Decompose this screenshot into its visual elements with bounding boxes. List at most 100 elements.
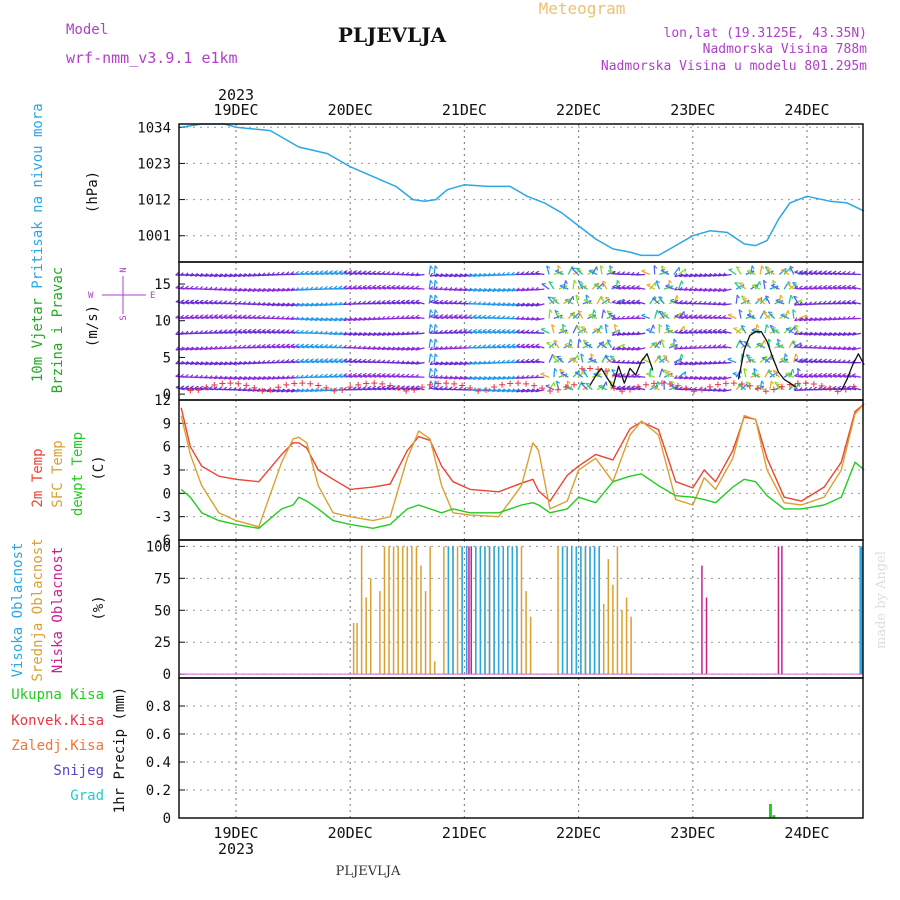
wind-arrow-head [630,315,635,319]
precip-legend-total: Ukupna Kisa [11,687,104,703]
wind-arrow [609,355,617,364]
wind-arrow-head [707,344,712,348]
wind-arrow-head [678,375,683,379]
wind-arrow-head [372,284,377,288]
wind-arrow [511,345,521,349]
gust-marker [243,382,250,389]
wind-arrow [847,387,857,391]
wind-arrow-head [280,359,285,363]
wind-arrow-head [616,271,621,275]
wind-arrow [357,271,368,276]
wind-arrow-head [453,345,458,349]
wind-arrow-head [496,359,501,364]
wind-arrow [185,300,195,305]
wind-arrow-head [506,287,510,292]
wind-arrow-head [309,343,314,347]
wind-arrow [357,317,368,321]
wind-arrow-head [430,380,434,385]
wind-arrow-head [780,357,785,360]
wind-arrow [712,273,722,277]
wind-arrow [785,328,795,334]
wind-arrow-head [386,271,391,275]
wind-arrow [756,298,766,305]
wind-arrow-head [534,286,539,291]
wind-arrow [546,342,555,349]
wind-arrow [314,345,324,349]
wind-arrow-head [434,353,438,358]
wind-arrow [468,273,478,278]
wind-arrow-head [582,368,587,372]
wind-arrow [194,273,204,277]
wind-arrow-head [395,315,400,319]
wind-arrow-head [448,345,453,350]
wind-arrow-head [792,368,795,374]
wind-arrow [665,285,675,290]
wind-arrow [612,286,622,290]
wind-arrow-head [439,299,444,303]
wind-arrow-head [678,386,683,390]
wind-arrow [574,371,584,378]
wind-arrow-head [194,330,199,334]
wind-arrow [688,288,698,292]
wind-arrow-head [300,302,304,307]
wind-arrow [606,339,613,349]
wind-arrow [367,286,377,290]
wind-arrow-head [472,328,477,332]
wind-arrow [626,386,636,391]
wind-arrow [572,280,575,290]
wind-arrow-head [189,314,194,318]
wind-arrow-head [611,270,616,274]
wind-arrow [712,288,722,292]
wind-arrow-head [817,300,822,305]
wind-arrow-head [237,314,242,318]
wind-arrow [348,286,358,290]
wind-arrow-head [386,331,390,336]
wind-arrow-head [626,331,630,336]
wind-arrow [357,332,368,336]
wind-arrow-head [233,314,238,317]
wind-arrow [559,285,569,290]
gust-marker [323,384,330,391]
wind-arrow [180,361,190,365]
wind-arrow-head [430,338,434,343]
wind-arrow-head [405,271,410,276]
wind-arrow [621,347,631,351]
wind-arrow-head [199,385,204,389]
wind-arrow [799,271,809,276]
wind-arrow-head [458,345,462,349]
wind-arrow-head [232,344,237,349]
wind-arrow [827,272,838,276]
wind-arrow-head [285,375,290,379]
wind-arrow-head [472,375,477,380]
wind-arrow-head [832,372,837,376]
wind-arrow-head [295,343,300,347]
wind-arrow-head [381,385,386,389]
wind-arrow [746,314,756,320]
wind-arrow-head [698,300,702,305]
wind-arrow [658,310,665,319]
wind-arrow-head [846,346,851,351]
wind-arrow-head [194,385,199,389]
wind-arrow-head [353,285,357,288]
wind-arrow-head [352,358,357,362]
gust-marker [299,380,306,387]
wind-arrow [415,387,425,391]
wind-arrow-head [621,359,625,364]
wind-arrow-head [367,284,372,288]
wind-arrow-head [813,386,817,390]
wind-arrow-head [569,338,573,343]
wind-arrow [735,266,742,275]
wind-arrow [646,373,655,378]
wind-arrow [746,270,756,276]
wind-arrow [722,303,732,306]
wind-arrow [636,301,646,305]
wind-arrow-head [712,314,717,318]
wind-arrow [688,361,698,366]
wind-arrow [747,357,756,364]
wind-arrow [218,288,228,291]
wind-arrow [663,369,670,378]
wind-arrow-head [520,271,525,275]
wind-arrow [492,303,502,306]
y-tick-label: 5 [163,350,171,366]
wind-arrow-head [275,315,280,319]
